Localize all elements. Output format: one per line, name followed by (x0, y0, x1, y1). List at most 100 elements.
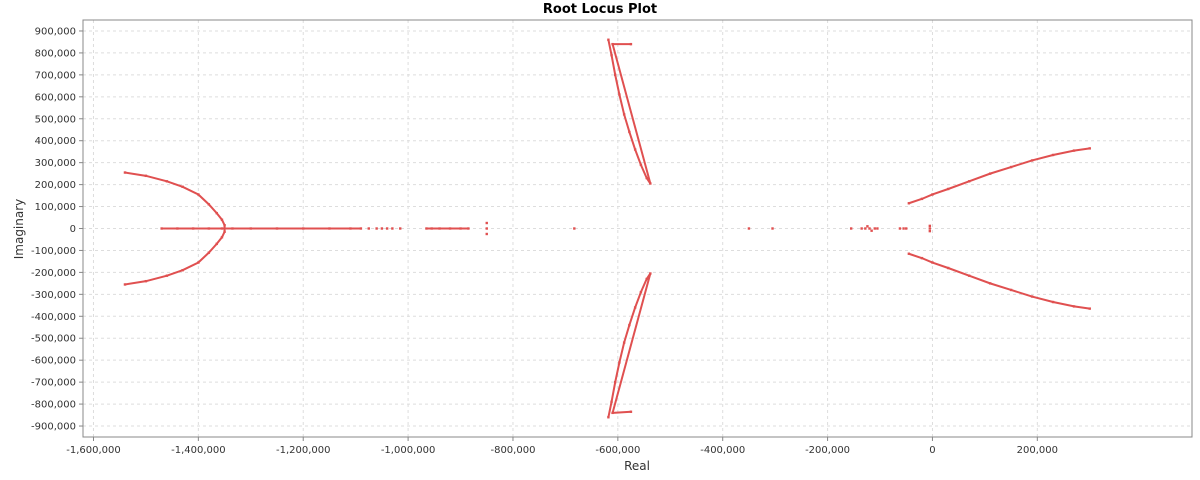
locus-point (628, 130, 631, 134)
locus-point (622, 113, 626, 116)
y-tick-label: -700,000 (31, 378, 76, 389)
locus-point (467, 227, 470, 230)
x-tick-label: 200,000 (1017, 445, 1058, 456)
locus-point (928, 227, 932, 230)
y-tick-label: -800,000 (31, 400, 76, 411)
locus-point (864, 227, 867, 230)
y-tick-label: 600,000 (35, 92, 76, 103)
locus-point (391, 227, 394, 230)
locus-point (349, 227, 352, 230)
y-tick-label: 700,000 (35, 70, 76, 81)
locus-point (144, 279, 148, 283)
locus-point (866, 225, 869, 228)
locus-point (868, 227, 871, 230)
locus-branch-2 (160, 221, 932, 236)
locus-point (639, 163, 643, 167)
locus-point (438, 227, 441, 230)
x-tick-label: -1,600,000 (66, 445, 121, 456)
locus-point (931, 261, 934, 264)
locus-point (849, 227, 853, 230)
y-tick-label: -400,000 (31, 312, 76, 323)
locus-point (1088, 307, 1091, 310)
locus-point (946, 266, 950, 270)
locus-point (870, 229, 873, 232)
locus-point (197, 261, 200, 264)
x-tick-label: -600,000 (595, 445, 640, 456)
locus-branch-3 (607, 38, 652, 185)
locus-point (931, 193, 934, 196)
y-tick-label: -500,000 (31, 334, 76, 345)
locus-point (485, 232, 488, 236)
locus-point (459, 227, 462, 230)
locus-point (1030, 159, 1034, 162)
locus-point (907, 202, 911, 205)
locus-point (860, 227, 863, 230)
locus-point (898, 227, 902, 230)
locus-point (628, 323, 631, 327)
locus-point (946, 187, 950, 191)
y-tick-label: -600,000 (31, 356, 76, 367)
locus-point (485, 227, 488, 230)
locus-point (1088, 147, 1091, 150)
locus-point (123, 171, 127, 174)
locus-point (215, 242, 218, 246)
y-tick-label: 0 (70, 224, 76, 235)
locus-point (1051, 300, 1055, 304)
locus-point (165, 274, 169, 277)
locus-point (207, 203, 211, 206)
y-axis-label: Imaginary (12, 199, 26, 260)
locus-point (302, 227, 305, 230)
locus-branch-line (607, 272, 652, 418)
locus-point (249, 227, 252, 230)
locus-point (380, 227, 384, 230)
locus-point (618, 93, 621, 96)
locus-branch-4 (607, 272, 652, 419)
locus-point (907, 252, 911, 255)
locus-point (197, 193, 200, 196)
locus-point (633, 148, 637, 151)
grid-lines (83, 20, 1192, 437)
locus-point (573, 227, 576, 230)
locus-point (181, 185, 184, 188)
x-axis-ticks: -1,600,000 -1,400,000 -1,200,000 -1,000,000… (66, 437, 1058, 456)
locus-point (610, 400, 613, 404)
locus-point (1072, 305, 1076, 308)
locus-point (176, 227, 179, 230)
x-tick-label: -1,200,000 (276, 445, 331, 456)
locus-point (747, 227, 751, 230)
locus-branch-6 (907, 252, 1091, 310)
locus-point (614, 73, 617, 77)
locus-point (902, 227, 905, 230)
locus-point (367, 227, 370, 230)
locus-point (207, 227, 211, 230)
locus-point (645, 277, 648, 281)
locus-point (275, 227, 279, 230)
locus-point (165, 180, 169, 183)
y-tick-label: -100,000 (31, 246, 76, 257)
locus-point (223, 224, 226, 227)
y-tick-label: 100,000 (35, 202, 76, 213)
locus-points (123, 38, 1091, 419)
locus-point (430, 227, 433, 230)
x-tick-label: -1,400,000 (171, 445, 226, 456)
locus-point (873, 227, 876, 230)
locus-point (967, 180, 971, 183)
locus-point (629, 42, 633, 46)
x-axis-label: Real (624, 459, 650, 473)
locus-point (771, 227, 774, 230)
locus-point (622, 341, 626, 344)
y-tick-label: 800,000 (35, 48, 76, 59)
locus-point (920, 197, 924, 201)
x-tick-label: -400,000 (700, 445, 745, 456)
locus-point (220, 236, 224, 239)
y-tick-label: 900,000 (35, 26, 76, 37)
locus-point (181, 269, 184, 272)
locus-point (207, 251, 211, 254)
locus-point (649, 182, 652, 185)
locus-point (191, 227, 195, 230)
x-tick-label: 0 (929, 445, 935, 456)
locus-point (160, 227, 163, 230)
locus-point (485, 221, 488, 225)
locus-point (988, 282, 992, 285)
y-tick-label: 300,000 (35, 158, 76, 169)
